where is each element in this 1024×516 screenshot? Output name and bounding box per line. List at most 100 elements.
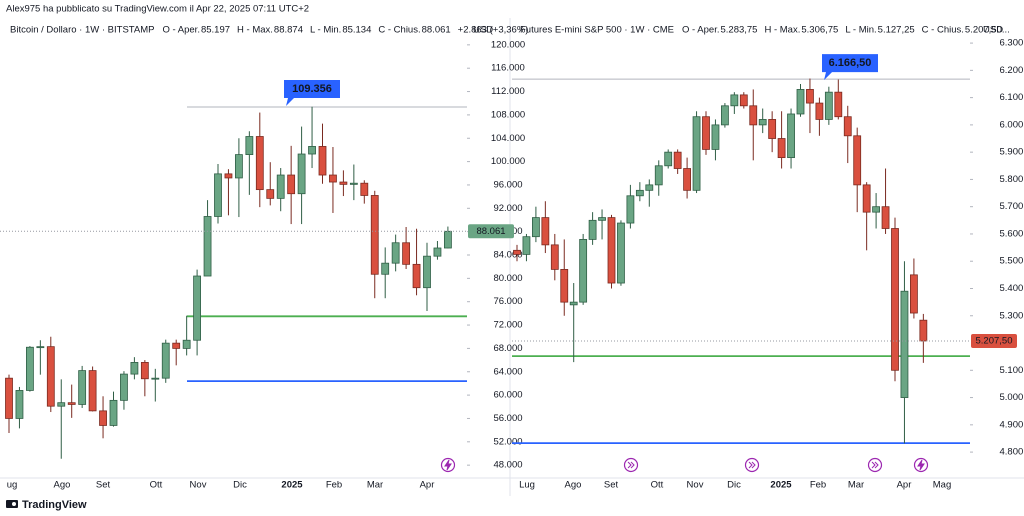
candle-body bbox=[598, 217, 606, 221]
x-tick-label: Apr bbox=[420, 480, 435, 491]
y-tick-label: 96.000 bbox=[493, 179, 522, 190]
callout-bubble bbox=[822, 54, 878, 81]
candle-body bbox=[360, 182, 369, 196]
candle-body bbox=[881, 206, 890, 229]
candle-body bbox=[664, 151, 673, 167]
price-label-box bbox=[468, 224, 514, 239]
x-tick-label: Apr bbox=[897, 480, 912, 491]
x-tick-label: Set bbox=[96, 480, 111, 491]
x-tick-label: Set bbox=[604, 480, 619, 491]
candle-body bbox=[140, 362, 149, 380]
candle-body bbox=[151, 377, 160, 380]
candle-body bbox=[635, 189, 644, 197]
candle-body bbox=[381, 262, 390, 275]
candle-body bbox=[900, 290, 909, 398]
y-tick-label: 112.000 bbox=[491, 86, 525, 97]
y-tick-label: 5.600,00 bbox=[1000, 228, 1024, 239]
y-tick-label: 92.000 bbox=[493, 203, 522, 214]
x-tick-label: Lug bbox=[519, 480, 535, 491]
candle-body bbox=[109, 399, 118, 426]
y-tick-label: 60.000 bbox=[493, 390, 522, 401]
candle-body bbox=[339, 181, 348, 185]
y-tick-label: 100.000 bbox=[491, 156, 525, 167]
candle-body bbox=[673, 151, 682, 169]
legend-value: 5.306,75 bbox=[801, 25, 838, 36]
y-tick-label: 52.000 bbox=[493, 436, 522, 447]
candle-body bbox=[266, 189, 275, 199]
y-tick-label: 5.700,00 bbox=[1000, 201, 1024, 212]
y-tick-label: 5.400,00 bbox=[1000, 283, 1024, 294]
candle-body bbox=[721, 105, 729, 126]
candle-body bbox=[224, 173, 233, 179]
candle-body bbox=[711, 124, 720, 150]
candle-body bbox=[130, 362, 139, 375]
y-tick-label: 6.000,00 bbox=[1000, 119, 1024, 130]
y-tick-label: 116.000 bbox=[491, 63, 525, 74]
candle-body bbox=[120, 373, 128, 401]
candle-body bbox=[607, 217, 616, 284]
x-tick-label: Ott bbox=[150, 480, 163, 491]
candle-body bbox=[308, 146, 316, 155]
candle-body bbox=[730, 94, 739, 107]
candle-body bbox=[522, 236, 531, 255]
candle-body bbox=[161, 342, 170, 379]
candle-body bbox=[910, 274, 918, 314]
candle-body bbox=[588, 219, 597, 240]
candle-body bbox=[872, 206, 880, 213]
y-tick-label: 64.000 bbox=[493, 366, 522, 377]
x-tick-label: Ago bbox=[54, 480, 71, 491]
candle-body bbox=[806, 89, 814, 104]
legend-value: 5.127,25 bbox=[878, 25, 915, 36]
y-tick-label: 120.000 bbox=[491, 39, 525, 50]
candle-body bbox=[349, 182, 358, 185]
y-tick-label: 48.000 bbox=[493, 460, 522, 471]
x-tick-label: Mag bbox=[933, 480, 951, 491]
y-tick-label: 68.000 bbox=[493, 343, 522, 354]
candle-body bbox=[287, 174, 296, 195]
y-tick-label: 5.000,00 bbox=[1000, 392, 1024, 403]
candle-body bbox=[645, 184, 654, 191]
candle-body bbox=[67, 402, 76, 405]
price-label: 88.061 bbox=[476, 226, 505, 237]
candle-body bbox=[391, 242, 400, 264]
candle-body bbox=[203, 216, 212, 277]
candle-body bbox=[513, 249, 521, 255]
candle-body bbox=[318, 146, 327, 176]
legend-label: C - Chius. bbox=[922, 25, 964, 36]
candle-body bbox=[654, 165, 663, 186]
candle-body bbox=[777, 138, 786, 159]
arrow-glyph bbox=[871, 461, 879, 469]
x-tick-label: Dic bbox=[727, 480, 741, 491]
callout-label: 6.166,50 bbox=[829, 57, 872, 69]
legend-label: H - Max. bbox=[764, 25, 800, 36]
legend-label: O - Aper. bbox=[682, 25, 720, 36]
legend-label: L - Min. bbox=[845, 25, 876, 36]
x-tick-label: ug bbox=[7, 480, 18, 491]
candle-body bbox=[36, 346, 45, 349]
y-tick-label: 84.000 bbox=[493, 250, 522, 261]
candle-body bbox=[245, 136, 254, 155]
x-tick-label: Ago bbox=[565, 480, 582, 491]
y-tick-label: 5.800,00 bbox=[1000, 174, 1024, 185]
candle-body bbox=[683, 168, 691, 191]
y-tick-label: 76.000 bbox=[493, 296, 522, 307]
x-tick-label: Mar bbox=[848, 480, 864, 491]
candle-body bbox=[579, 239, 588, 303]
legend-value: +2.863 (+3,36%) bbox=[458, 25, 529, 36]
y-tick-label: 80.000 bbox=[493, 273, 522, 284]
candle-body bbox=[824, 91, 833, 120]
candle-body bbox=[423, 255, 431, 289]
y-tick-label: 56.000 bbox=[493, 413, 522, 424]
candle-body bbox=[276, 174, 285, 199]
candle-body bbox=[569, 301, 578, 306]
x-tick-label: Dic bbox=[233, 480, 247, 491]
candle-body bbox=[815, 102, 824, 120]
y-tick-label: 104.000 bbox=[491, 133, 525, 144]
candle-body bbox=[560, 269, 569, 303]
axis-title: USD bbox=[983, 25, 1003, 36]
candle-body bbox=[443, 230, 452, 249]
y-tick-label: 72.000 bbox=[493, 320, 522, 331]
candle-body bbox=[193, 275, 202, 341]
